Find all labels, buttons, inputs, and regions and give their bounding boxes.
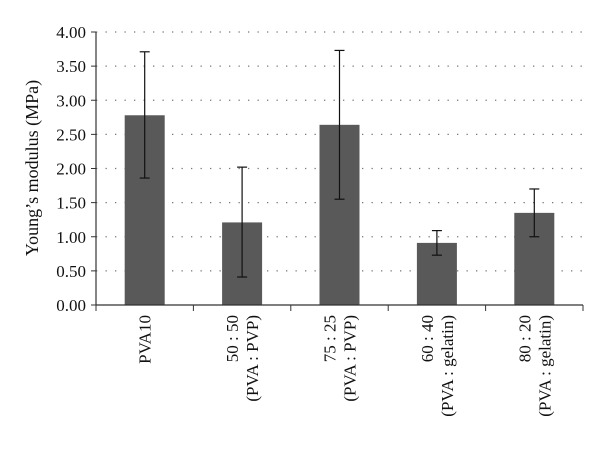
x-category-label: (PVA : gelatin)	[535, 315, 554, 417]
x-category-label: 75 : 25	[321, 315, 340, 362]
x-category-label: PVA10	[136, 315, 155, 364]
x-category-label: (PVA : PVP)	[341, 315, 360, 402]
y-tick-label: 2.50	[56, 125, 86, 144]
y-tick-label: 0.00	[56, 296, 86, 315]
x-axis-categories: PVA10 50 : 50 (PVA : PVP) 75 : 25 (PVA : PVP…	[136, 315, 555, 417]
axes	[95, 32, 584, 311]
x-category-label: (PVA : PVP)	[243, 315, 262, 402]
y-axis-ticks: 0.00 0.50 1.00 1.50 2.00 2.50 3.00 3.50 4.00	[56, 23, 96, 315]
error-bars	[139, 49, 540, 278]
y-tick-label: 3.00	[56, 91, 86, 110]
x-category-label: 50 : 50	[223, 315, 242, 362]
y-tick-label: 3.50	[56, 57, 86, 76]
x-category-label: (PVA : gelatin)	[438, 315, 457, 417]
y-tick-label: 4.00	[56, 23, 86, 42]
y-tick-label: 0.50	[56, 262, 86, 281]
y-axis-label: Young’s modulus (MPa)	[22, 80, 43, 256]
y-tick-label: 1.00	[56, 228, 86, 247]
x-category-label: 80 : 20	[515, 315, 534, 362]
x-category-label: 60 : 40	[418, 315, 437, 362]
y-tick-label: 2.00	[56, 160, 86, 179]
y-tick-label: 1.50	[56, 194, 86, 213]
